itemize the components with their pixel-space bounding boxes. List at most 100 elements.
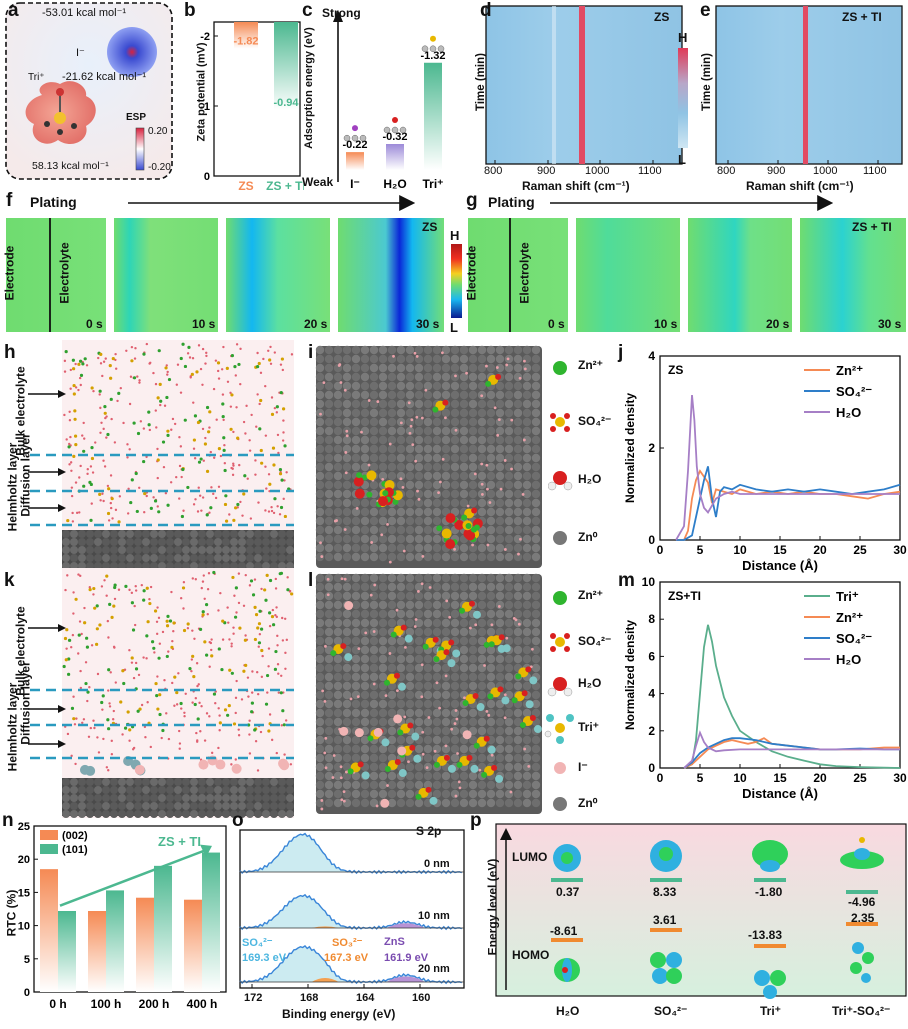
water-molecule xyxy=(242,604,246,608)
legend-i: Zn²⁺ SO₄²⁻ H₂O Zn⁰ xyxy=(547,340,628,570)
zn-surface-atom xyxy=(387,444,397,454)
water-molecule xyxy=(413,351,417,355)
zn-surface-atom xyxy=(522,507,532,517)
zn-surface-atom xyxy=(486,663,496,673)
ion-cluster-atom xyxy=(98,623,102,627)
raman-zs-tick-800: 800 xyxy=(484,165,503,177)
panel-label-e: e xyxy=(700,0,711,21)
water-molecule xyxy=(386,784,389,787)
water-molecule xyxy=(420,416,424,420)
water-molecule xyxy=(486,543,490,547)
zn-ion xyxy=(384,766,391,773)
zn-surface-atom xyxy=(423,480,433,490)
adsorption-category-label: Tri⁺ xyxy=(422,177,443,190)
zn-surface-atom xyxy=(450,627,460,637)
zn-slab-atom xyxy=(118,778,126,786)
zn-surface-atom xyxy=(459,591,469,601)
ion-cluster-atom xyxy=(74,442,78,447)
zn-slab-atom xyxy=(166,778,174,786)
zn-surface-atom xyxy=(378,663,388,673)
zn-slab-atom xyxy=(206,546,214,554)
zn-ion xyxy=(433,761,440,768)
zn-surface-atom xyxy=(369,753,379,763)
water-molecule xyxy=(281,439,285,442)
zn-surface-atom xyxy=(333,600,343,610)
sulfate-oxygen xyxy=(466,754,473,761)
water-molecule xyxy=(256,769,260,772)
zn-surface-atom xyxy=(495,543,505,553)
water-molecule xyxy=(238,463,241,467)
zn-surface-atom xyxy=(432,771,442,781)
zn-surface-atom xyxy=(450,573,460,583)
zn-surface-atom xyxy=(477,753,487,763)
x-tick-label: 15 xyxy=(773,771,787,785)
water-molecule xyxy=(231,467,234,470)
zn-surface-atom xyxy=(522,726,532,736)
zn-surface-atom xyxy=(342,708,352,718)
zn-surface-atom xyxy=(522,363,532,373)
zn-surface-atom xyxy=(369,453,379,463)
ion-cluster-atom xyxy=(72,392,76,396)
zn-surface-atom xyxy=(324,498,334,508)
zn-surface-atom xyxy=(495,573,505,583)
zn-surface-atom xyxy=(432,699,442,709)
zn-surface-atom xyxy=(351,654,361,664)
water-molecule xyxy=(203,739,207,742)
water-molecule xyxy=(108,705,112,708)
zn-surface-atom xyxy=(531,582,541,592)
zn-surface-atom xyxy=(315,426,325,436)
zn-surface-atom xyxy=(396,453,406,463)
zn-surface-atom xyxy=(360,381,370,391)
y-tick-label: 2 xyxy=(648,724,655,738)
zn-slab-atom xyxy=(94,554,102,562)
zn-slab-atom xyxy=(286,538,294,546)
water-molecule xyxy=(200,509,203,512)
esp-max: 0.20 xyxy=(148,126,168,137)
water-molecule xyxy=(205,712,209,715)
water-molecule xyxy=(75,717,78,720)
zn-surface-atom xyxy=(531,636,541,646)
water-molecule xyxy=(145,455,148,459)
water-molecule xyxy=(99,406,102,410)
zn-surface-atom xyxy=(324,390,334,400)
zn-slab-atom xyxy=(70,778,78,786)
zn-slab-atom-icon xyxy=(437,45,445,52)
zn-slab-atom xyxy=(238,794,246,802)
water-molecule xyxy=(349,697,353,701)
water-molecule xyxy=(107,519,111,522)
water-molecule xyxy=(281,639,285,642)
water-molecule xyxy=(465,371,468,375)
sulfate-oxygen xyxy=(442,399,449,406)
zn-surface-atom xyxy=(450,354,460,364)
zn-surface-atom xyxy=(522,426,532,436)
water-molecule xyxy=(339,776,343,780)
ion-cluster-atom xyxy=(161,440,166,444)
legend-label: SO₄²⁻ xyxy=(836,384,872,399)
zn-slab-atom xyxy=(150,802,158,810)
water-molecule xyxy=(230,763,233,766)
zn-surface-atom xyxy=(378,444,388,454)
ion-cluster-atom xyxy=(280,357,284,361)
water-molecule xyxy=(160,736,163,740)
zn-surface-atom xyxy=(468,582,478,592)
sulfate-oxygen xyxy=(394,759,401,766)
zn-slab-atom xyxy=(166,786,174,794)
zn-surface-atom xyxy=(468,708,478,718)
electrode-label-f: Electrode xyxy=(2,245,17,301)
raman-zs-tick-1000: 1000 xyxy=(585,165,610,177)
zn-surface-atom xyxy=(495,498,505,508)
zn-surface-atom xyxy=(432,444,442,454)
zn-surface-atom xyxy=(324,798,334,808)
zn-surface-atom xyxy=(513,489,523,499)
zn-surface-atom xyxy=(414,453,424,463)
helmholtz-label-k: Helmholtz layer xyxy=(5,682,20,772)
ion-cluster-atom xyxy=(256,626,260,630)
water-molecule xyxy=(110,752,114,756)
water-molecule xyxy=(367,463,371,467)
zn-surface-atom xyxy=(405,525,415,535)
zn-surface-atom xyxy=(342,417,352,427)
zn-surface-atom xyxy=(405,582,415,592)
zn-surface-atom xyxy=(423,372,433,382)
water-molecule xyxy=(456,752,459,755)
water-molecule xyxy=(92,389,95,393)
